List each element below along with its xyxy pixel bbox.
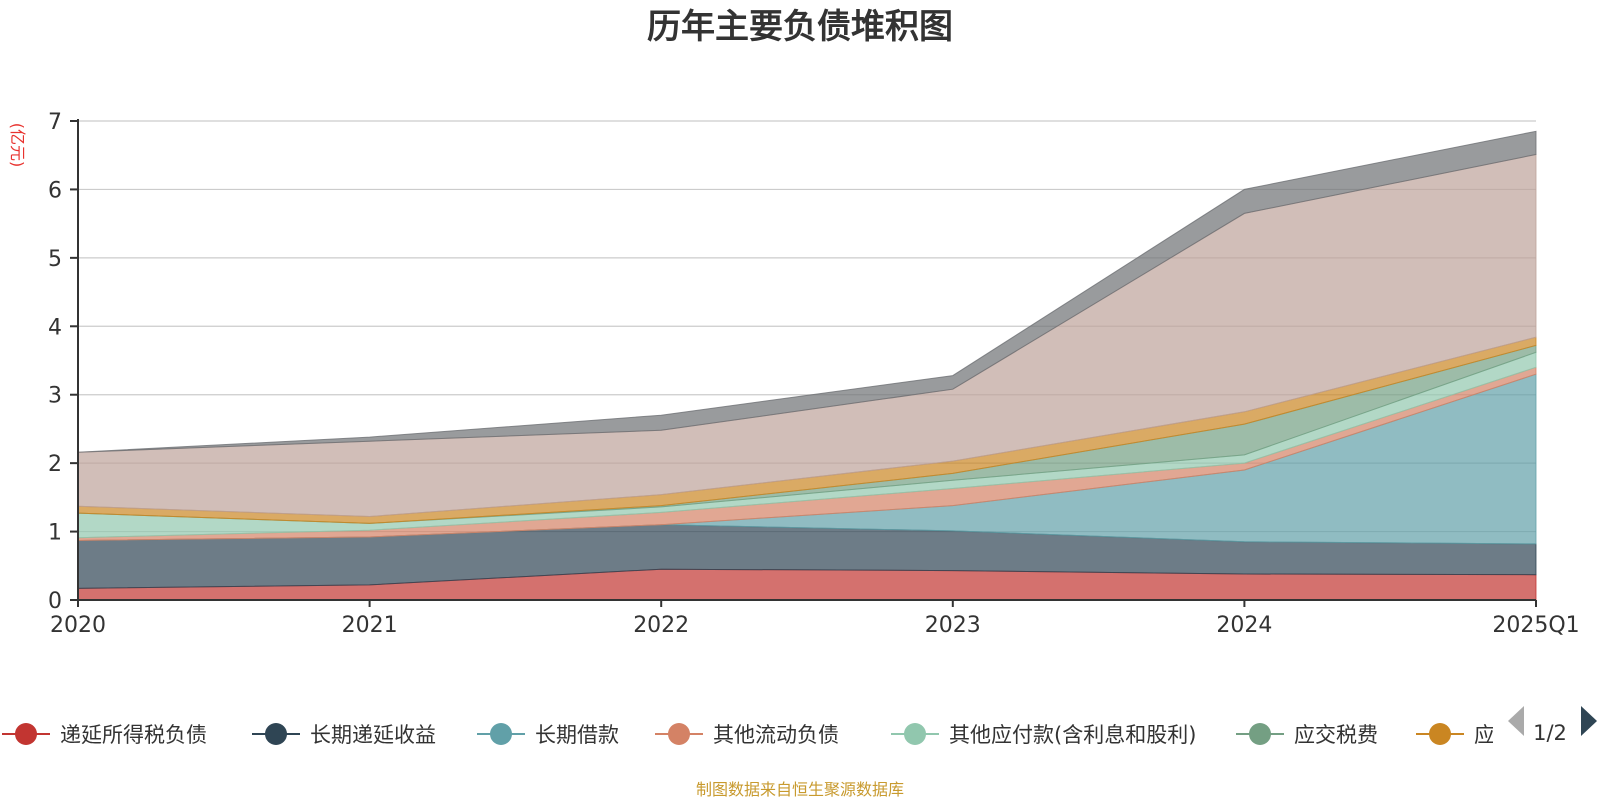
legend-prev-page-icon[interactable] — [1508, 706, 1524, 736]
legend-item[interactable]: 其他流动负债 — [655, 723, 839, 747]
legend-items: 递延所得税负债 长期递延收益 长期借款 其他流动负债 其他应付款(含利息和股利) 应交税费… — [2, 723, 1495, 747]
legend-marker-icon — [1429, 723, 1451, 745]
y-tick-label: 5 — [48, 247, 62, 272]
legend-label: 长期借款 — [535, 723, 619, 747]
legend-label: 其他流动负债 — [713, 723, 839, 747]
chart-title: 历年主要负债堆积图 — [647, 7, 953, 47]
legend-marker-icon — [904, 723, 926, 745]
stacked-areas — [77, 130, 1537, 601]
x-tick-label: 2023 — [925, 613, 981, 638]
y-axis-unit-label: (亿元) — [8, 123, 27, 168]
legend-item[interactable]: 长期递延收益 — [252, 723, 436, 747]
legend-marker-icon — [265, 723, 287, 745]
x-tick-label: 2025Q1 — [1492, 613, 1579, 638]
legend-marker-icon — [1249, 723, 1271, 745]
y-tick-label: 7 — [48, 110, 62, 135]
legend-marker-icon — [490, 723, 512, 745]
legend-item[interactable]: 递延所得税负债 — [2, 723, 207, 747]
x-tick-label: 2020 — [50, 613, 106, 638]
y-tick-label: 4 — [48, 315, 62, 340]
x-tick-label: 2021 — [342, 613, 398, 638]
legend-label: 递延所得税负债 — [60, 723, 207, 747]
source-note: 制图数据来自恒生聚源数据库 — [696, 780, 904, 799]
legend-page-indicator: 1/2 — [1533, 721, 1567, 745]
y-tick-label: 1 — [48, 521, 62, 546]
legend-label: 长期递延收益 — [310, 723, 436, 747]
y-tick-label: 6 — [48, 178, 62, 203]
legend-label: 应交税费 — [1294, 723, 1378, 747]
legend: 递延所得税负债 长期递延收益 长期借款 其他流动负债 其他应付款(含利息和股利) 应交税费… — [2, 723, 1495, 747]
y-tick-label: 0 — [48, 589, 62, 614]
legend-marker-icon — [15, 723, 37, 745]
legend-pager: 1/2 — [1508, 706, 1597, 745]
legend-item[interactable]: 长期借款 — [477, 723, 619, 747]
x-tick-label: 2024 — [1216, 613, 1272, 638]
legend-item[interactable]: 应交税费 — [1236, 723, 1378, 747]
y-tick-label: 2 — [48, 452, 62, 477]
legend-next-page-icon[interactable] — [1581, 706, 1597, 736]
axes: 0 1 2 3 4 5 6 7 2020 2021 2022 2023 2024 2025Q1 — [48, 110, 1580, 638]
area-series-8 — [77, 130, 1537, 453]
legend-item[interactable]: 其他应付款(含利息和股利) — [891, 723, 1196, 747]
legend-label: 其他应付款(含利息和股利) — [949, 723, 1196, 747]
legend-marker-icon — [668, 723, 690, 745]
x-tick-label: 2022 — [633, 613, 689, 638]
legend-label: 应 — [1474, 723, 1495, 747]
y-tick-label: 3 — [48, 384, 62, 409]
legend-item[interactable]: 应 — [1416, 723, 1495, 747]
